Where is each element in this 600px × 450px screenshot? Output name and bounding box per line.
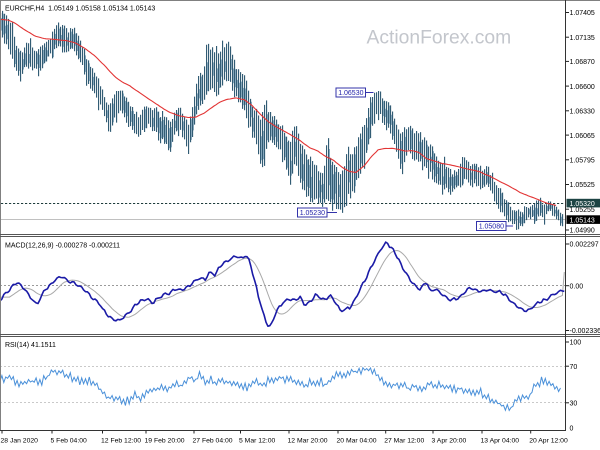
svg-text:1.07405: 1.07405 <box>570 10 595 17</box>
svg-text:1.06600: 1.06600 <box>570 84 595 91</box>
svg-text:30: 30 <box>570 401 578 408</box>
svg-text:1.06065: 1.06065 <box>570 133 595 140</box>
svg-text:1.05230: 1.05230 <box>300 210 325 217</box>
svg-text:12 Feb 12:00: 12 Feb 12:00 <box>101 437 141 444</box>
svg-text:5 Mar 12:00: 5 Mar 12:00 <box>239 437 275 444</box>
svg-text:0.002297: 0.002297 <box>570 242 599 249</box>
svg-text:100: 100 <box>570 340 582 347</box>
svg-text:ActionForex.com: ActionForex.com <box>367 28 512 49</box>
svg-text:1.05080: 1.05080 <box>479 224 504 231</box>
svg-text:19 Feb 20:00: 19 Feb 20:00 <box>145 437 185 444</box>
svg-text:1.06530: 1.06530 <box>338 90 363 97</box>
svg-text:1.07135: 1.07135 <box>570 35 595 42</box>
svg-text:1.06870: 1.06870 <box>570 59 595 66</box>
svg-text:20 Mar 04:00: 20 Mar 04:00 <box>337 437 377 444</box>
svg-text:20 Apr 12:00: 20 Apr 12:00 <box>529 437 568 444</box>
svg-text:1.05255: 1.05255 <box>570 207 595 214</box>
svg-text:RSI(14) 41.1511: RSI(14) 41.1511 <box>5 342 56 349</box>
svg-text:EURCHF,H4 1.05149 1.05158 1.0: EURCHF,H4 1.05149 1.05158 1.05134 1.0514… <box>5 6 155 13</box>
svg-text:70: 70 <box>570 364 578 371</box>
svg-text:27 Mar 12:00: 27 Mar 12:00 <box>384 437 424 444</box>
svg-text:12 Mar 20:00: 12 Mar 20:00 <box>288 437 328 444</box>
svg-text:1.05525: 1.05525 <box>570 182 595 189</box>
svg-text:3 Apr 20:00: 3 Apr 20:00 <box>432 437 467 444</box>
svg-text:1.04990: 1.04990 <box>570 228 595 235</box>
svg-text:27 Feb 04:00: 27 Feb 04:00 <box>193 437 233 444</box>
svg-text:13 Apr 04:00: 13 Apr 04:00 <box>481 437 520 444</box>
svg-text:1.05320: 1.05320 <box>570 201 595 208</box>
svg-text:1.05143: 1.05143 <box>570 217 595 224</box>
svg-text:MACD(12,26,9) -0.000278 -0.000: MACD(12,26,9) -0.000278 -0.000211 <box>5 243 120 250</box>
svg-text:28 Jan 2020: 28 Jan 2020 <box>1 437 39 444</box>
svg-text:1.06330: 1.06330 <box>570 109 595 116</box>
svg-text:1.05795: 1.05795 <box>570 158 595 165</box>
svg-text:0.00: 0.00 <box>570 283 584 290</box>
svg-text:-0.002336: -0.002336 <box>570 328 600 335</box>
svg-text:5 Feb 04:00: 5 Feb 04:00 <box>51 437 87 444</box>
svg-text:0: 0 <box>570 426 574 433</box>
